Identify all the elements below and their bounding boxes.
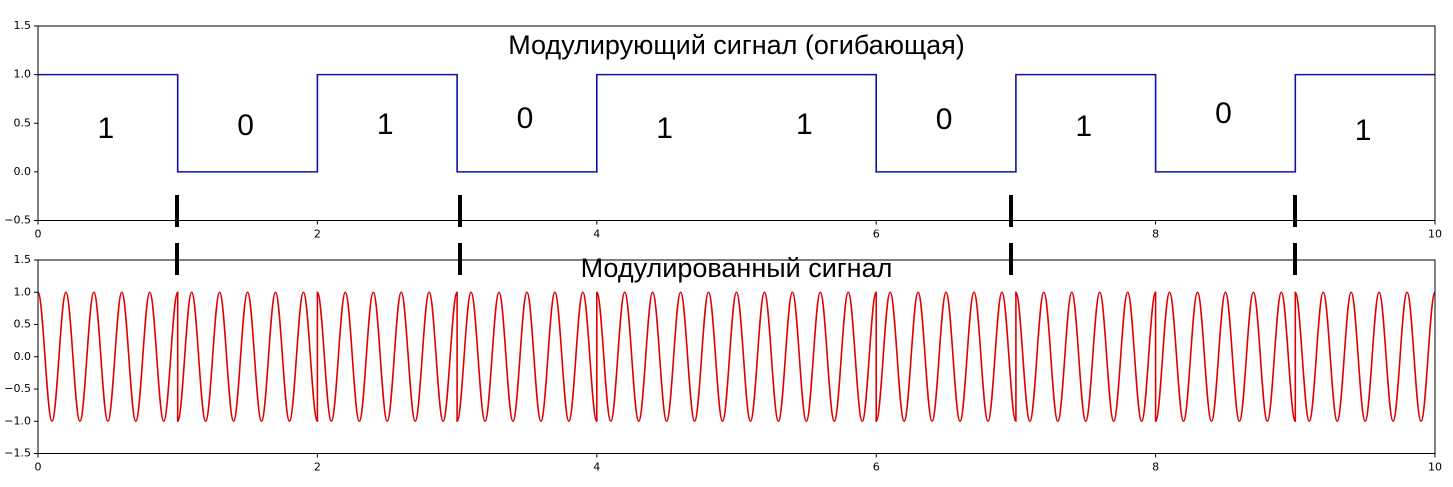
bit-label: 1	[98, 112, 115, 145]
x-tick-label: 2	[314, 461, 321, 474]
y-tick-label: 0.0	[14, 350, 32, 363]
x-tick-label: 10	[1428, 461, 1442, 474]
bit-label: 0	[1215, 97, 1232, 130]
bit-boundary-markers	[175, 195, 1297, 276]
bit-label: 0	[237, 109, 254, 142]
y-tick-label: 1.5	[14, 253, 32, 266]
bit-label: 1	[377, 108, 394, 141]
y-tick-label: −1.5	[4, 447, 31, 460]
x-tick-label: 8	[1152, 461, 1159, 474]
x-tick-label: 6	[873, 461, 880, 474]
signal-line	[38, 73, 1435, 173]
axes-frame	[37, 259, 1436, 454]
y-tick-label: 1.0	[14, 285, 32, 298]
chart-title: Модулированный сигнал	[581, 253, 893, 283]
x-tick-label: 4	[593, 461, 600, 474]
bit-label: 1	[796, 108, 813, 141]
x-tick-label: 10	[1428, 228, 1442, 241]
x-tick-label: 2	[314, 228, 321, 241]
x-tick-label: 4	[593, 228, 600, 241]
x-tick-label: 0	[35, 461, 42, 474]
y-tick-label: 0.5	[14, 116, 32, 129]
bit-label: 1	[656, 112, 673, 145]
y-tick-label: −1.0	[4, 414, 31, 427]
x-tick-label: 0	[35, 228, 42, 241]
bit-label: 1	[1355, 114, 1372, 147]
x-tick-label: 6	[873, 228, 880, 241]
bit-label: 0	[517, 102, 534, 135]
bit-label: 0	[936, 103, 953, 136]
y-tick-label: 1.0	[14, 68, 32, 81]
y-tick-label: −0.5	[4, 382, 31, 395]
signal-line	[37, 291, 1436, 423]
x-tick-label: 8	[1152, 228, 1159, 241]
y-tick-label: 0.0	[14, 165, 32, 178]
y-tick-label: 0.5	[14, 318, 32, 331]
chart-title: Модулирующий сигнал (огибающая)	[508, 30, 965, 60]
y-tick-label: 1.5	[14, 19, 32, 32]
bit-label: 1	[1075, 110, 1092, 143]
y-tick-label: −0.5	[4, 214, 31, 227]
